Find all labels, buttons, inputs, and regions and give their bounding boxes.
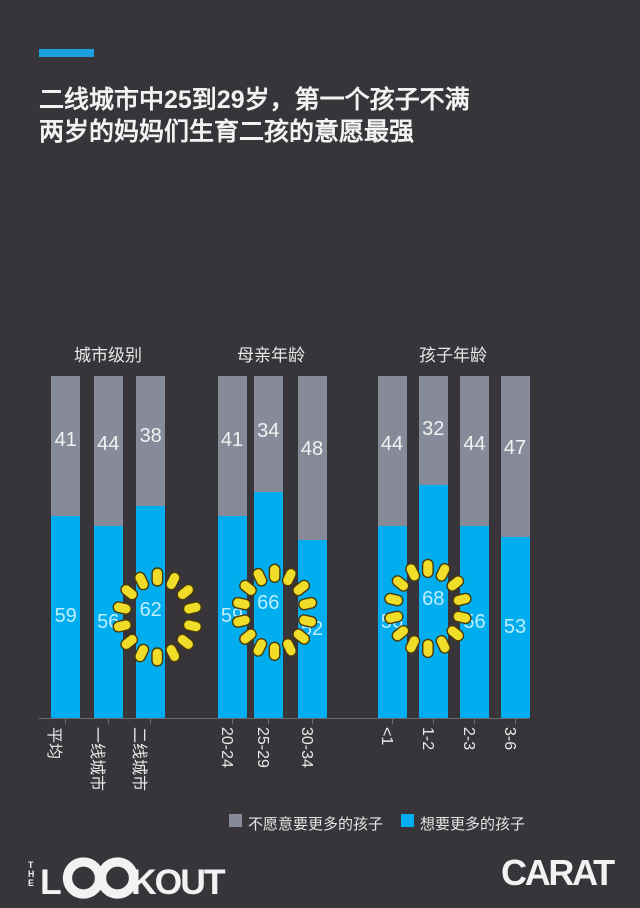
- svg-text:L: L: [40, 862, 61, 902]
- svg-text:T H E: T H E: [28, 860, 37, 888]
- svg-text:KOUT: KOUT: [131, 862, 226, 902]
